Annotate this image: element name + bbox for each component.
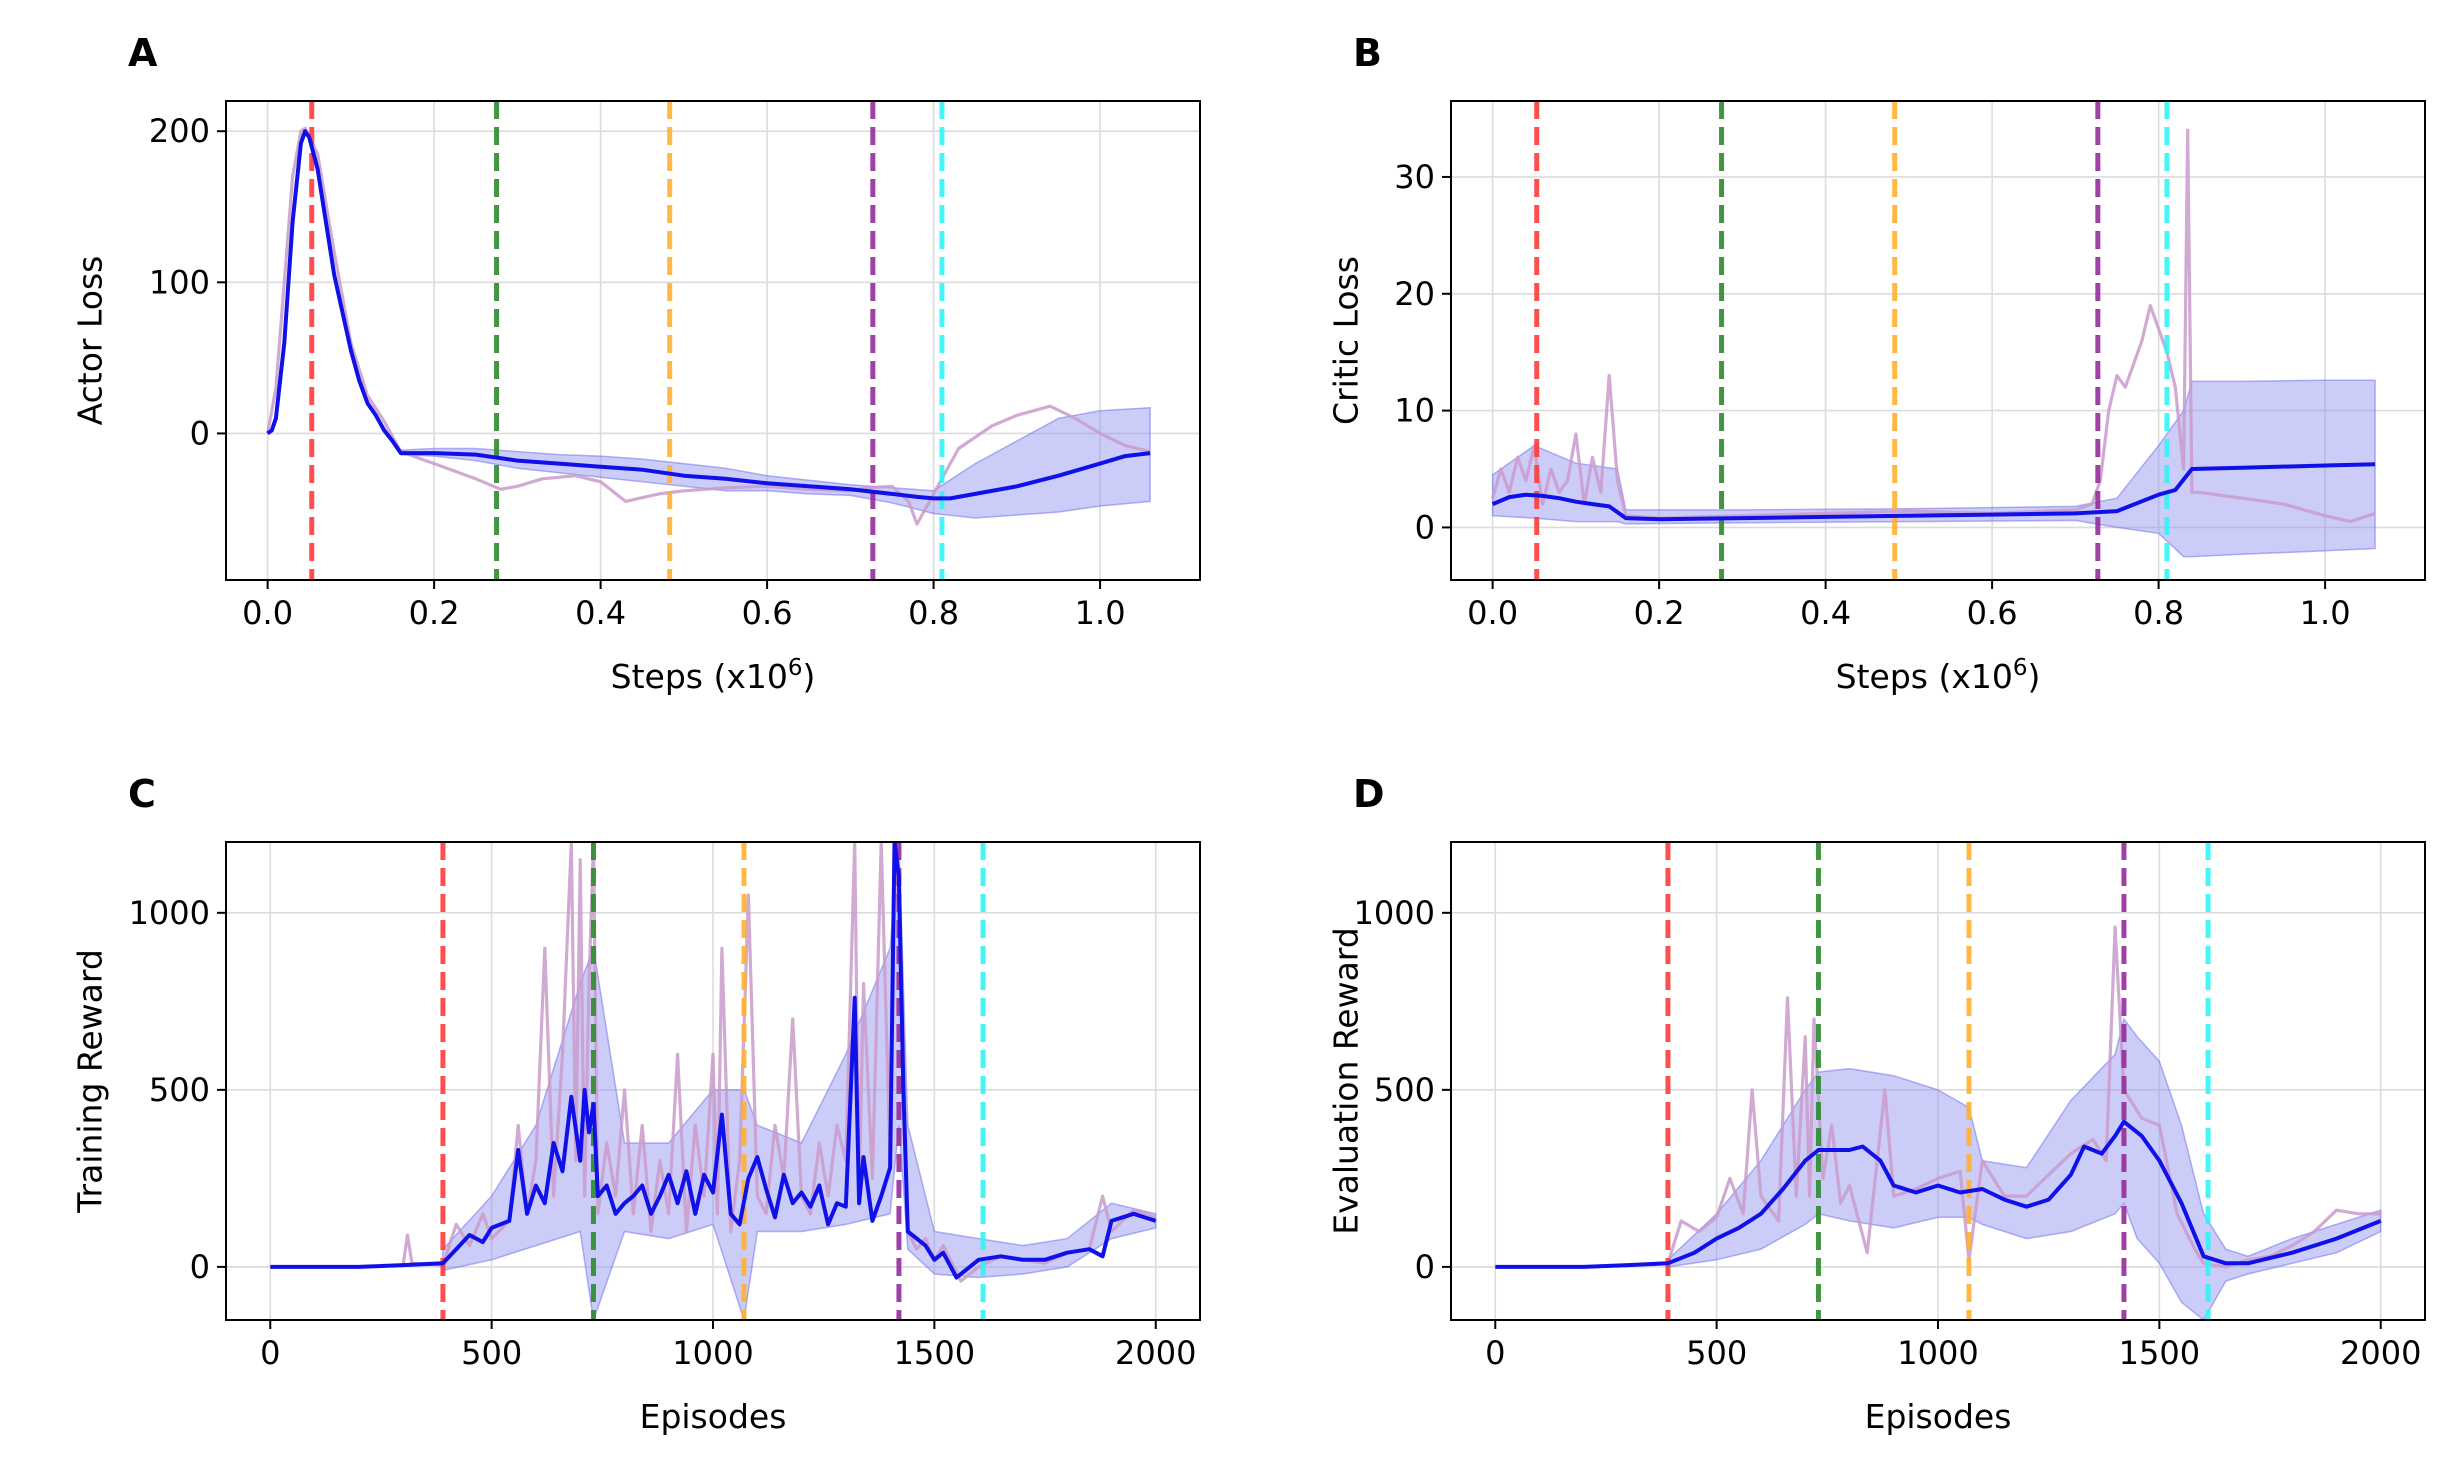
plot-area bbox=[270, 842, 1157, 1320]
x-axis-label-text: Episodes bbox=[640, 1397, 787, 1436]
x-tick-label: 1500 bbox=[894, 1334, 975, 1372]
y-tick-label: 0 bbox=[190, 414, 210, 452]
x-tick-label: 2000 bbox=[1115, 1334, 1196, 1372]
x-tick-label: 1.0 bbox=[1075, 594, 1126, 632]
x-axis-label-end: ) bbox=[802, 657, 815, 696]
y-tick-label: 0 bbox=[1415, 508, 1435, 546]
x-axis-label-end: ) bbox=[2027, 657, 2040, 696]
y-axis-label: Training Reward bbox=[71, 949, 110, 1214]
x-tick-label: 500 bbox=[461, 1334, 522, 1372]
panel-c: 0 500 1000 1500 2000 0 500 1000 Episodes Training… bbox=[71, 772, 1201, 1436]
mean-series-line bbox=[266, 129, 1151, 501]
panel-d: 0 500 1000 1500 2000 0 500 1000 Episodes Evaluati… bbox=[1327, 772, 2426, 1436]
x-axis-label-exponent: 6 bbox=[2013, 655, 2028, 681]
axes-frame bbox=[1450, 100, 2426, 581]
y-tick-label: 20 bbox=[1394, 275, 1435, 313]
x-tick-label: 0 bbox=[1485, 1334, 1505, 1372]
x-axis-label: Episodes bbox=[640, 1397, 787, 1436]
x-axis-label: Steps (x106) bbox=[611, 655, 816, 696]
x-axis-label-text: Steps (x10 bbox=[611, 657, 788, 696]
panel-letter: C bbox=[128, 772, 156, 816]
y-tick-label: 200 bbox=[149, 112, 210, 150]
x-tick-label: 0.6 bbox=[1967, 594, 2018, 632]
panel-letter: A bbox=[128, 31, 158, 75]
y-axis-label: Evaluation Reward bbox=[1327, 927, 1366, 1235]
y-axis-label: Critic Loss bbox=[1327, 256, 1366, 425]
mean-series-line bbox=[1491, 462, 2376, 522]
x-tick-label: 1.0 bbox=[2300, 594, 2351, 632]
raw-series-line bbox=[1666, 925, 2381, 1269]
mean-series-line bbox=[1495, 1119, 2382, 1269]
plot-area bbox=[266, 101, 1151, 580]
x-tick-label: 1000 bbox=[1897, 1334, 1978, 1372]
x-tick-label: 0 bbox=[260, 1334, 280, 1372]
raw-series-line bbox=[266, 126, 1151, 526]
x-tick-label: 0.4 bbox=[575, 594, 626, 632]
x-axis-label-text: Episodes bbox=[1865, 1397, 2012, 1436]
y-axis-label: Actor Loss bbox=[71, 256, 110, 426]
x-tick-label: 2000 bbox=[2340, 1334, 2421, 1372]
panel-letter: D bbox=[1353, 772, 1385, 816]
x-tick-label: 0.0 bbox=[242, 594, 293, 632]
x-tick-label: 500 bbox=[1686, 1334, 1747, 1372]
x-tick-label: 1000 bbox=[672, 1334, 753, 1372]
y-tick-label: 30 bbox=[1394, 158, 1435, 196]
y-tick-label: 10 bbox=[1394, 392, 1435, 430]
plot-area bbox=[1495, 842, 2382, 1320]
x-axis-label: Episodes bbox=[1865, 1397, 2012, 1436]
panel-letter: B bbox=[1353, 31, 1382, 75]
y-tick-label: 500 bbox=[149, 1071, 210, 1109]
x-axis-label: Steps (x106) bbox=[1836, 655, 2041, 696]
x-tick-label: 0.6 bbox=[742, 594, 793, 632]
x-tick-label: 0.8 bbox=[908, 594, 959, 632]
panel-a: 0.0 0.2 0.4 0.6 0.8 1.0 0 100 200 Steps (x106) Act… bbox=[71, 31, 1201, 696]
x-axis-label-text: Steps (x10 bbox=[1836, 657, 2013, 696]
mean-series-line bbox=[270, 842, 1157, 1280]
x-tick-label: 0.4 bbox=[1800, 594, 1851, 632]
x-tick-label: 0.0 bbox=[1467, 594, 1518, 632]
raw-series-line bbox=[1491, 128, 2376, 524]
y-tick-label: 1000 bbox=[1354, 894, 1435, 932]
x-tick-label: 1500 bbox=[2119, 1334, 2200, 1372]
std-band bbox=[400, 406, 1151, 519]
y-tick-label: 1000 bbox=[129, 894, 210, 932]
panel-b: 0.0 0.2 0.4 0.6 0.8 1.0 0 10 20 30 Steps (x106) Cri… bbox=[1327, 31, 2426, 696]
std-band bbox=[1667, 1017, 2382, 1320]
plot-area bbox=[1491, 101, 2376, 580]
y-tick-label: 500 bbox=[1374, 1071, 1435, 1109]
y-tick-label: 0 bbox=[1415, 1248, 1435, 1286]
x-tick-label: 0.2 bbox=[409, 594, 460, 632]
x-tick-label: 0.8 bbox=[2133, 594, 2184, 632]
y-tick-label: 100 bbox=[149, 263, 210, 301]
axes-frame bbox=[225, 100, 1201, 581]
x-tick-label: 0.2 bbox=[1634, 594, 1685, 632]
y-tick-label: 0 bbox=[190, 1248, 210, 1286]
x-axis-label-exponent: 6 bbox=[788, 655, 803, 681]
std-band bbox=[1491, 379, 2376, 558]
